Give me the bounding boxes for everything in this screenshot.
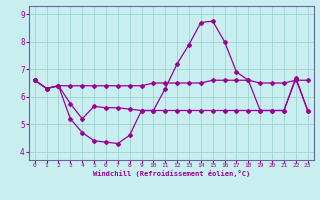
X-axis label: Windchill (Refroidissement éolien,°C): Windchill (Refroidissement éolien,°C)	[92, 170, 250, 177]
